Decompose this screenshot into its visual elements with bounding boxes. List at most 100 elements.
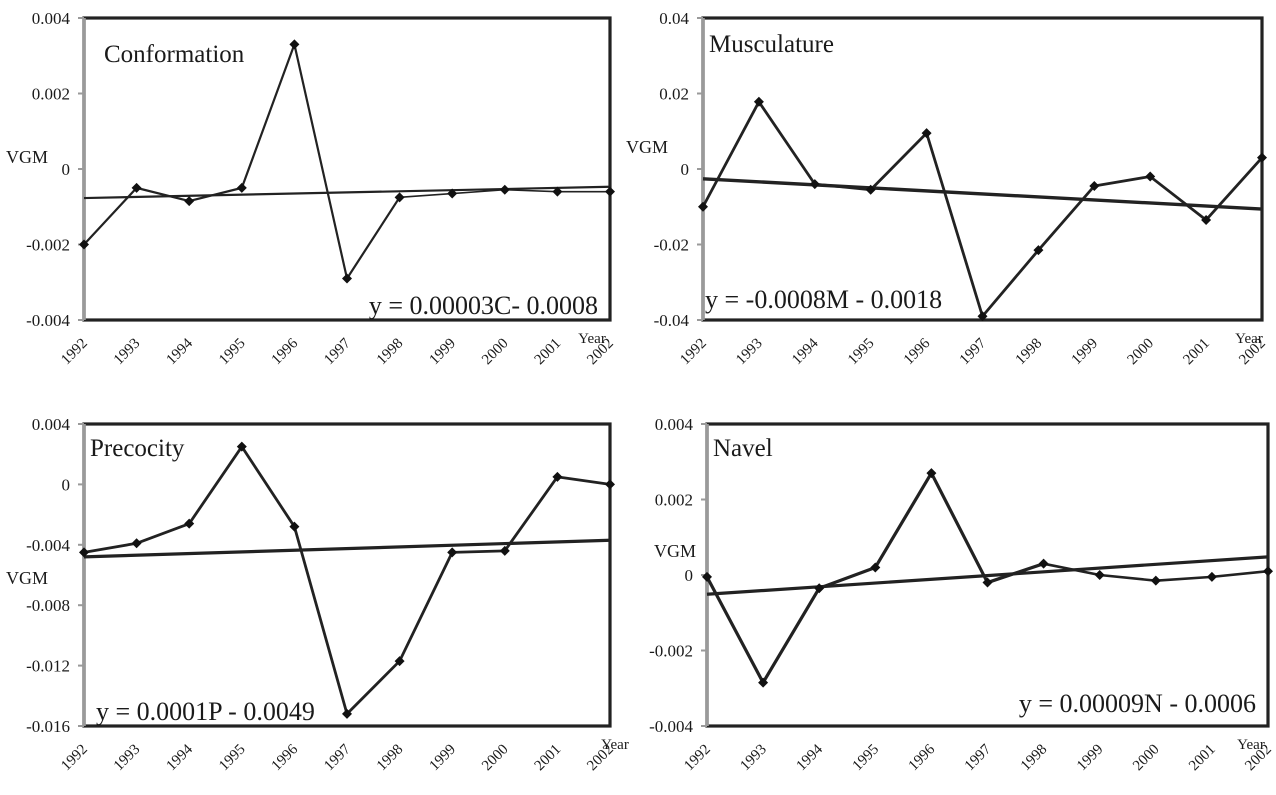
chart-0-series-segment: [451, 188, 506, 195]
chart-1-series-segment: [1037, 184, 1096, 252]
chart-1-xtick-label: 1997: [957, 335, 990, 368]
chart-2-series-segment: [240, 445, 296, 529]
chart-1-trend-equation: y = -0.0008M - 0.0018: [705, 285, 942, 314]
chart-3-ytick-label: 0.002: [655, 491, 693, 510]
chart-0-title: Conformation: [104, 41, 245, 68]
chart-1-data-point: [921, 128, 932, 139]
chart-3-data-point: [758, 677, 769, 688]
chart-2-series-segment: [398, 550, 454, 663]
chart-1-series-segment: [1204, 156, 1264, 222]
chart-0-xtick-label: 1994: [164, 335, 197, 368]
chart-1-series-segment: [701, 100, 761, 209]
chart-2-xtick-label: 2000: [479, 742, 512, 775]
chart-0-trendline: [83, 185, 611, 200]
chart-1-data-point: [1201, 214, 1212, 225]
chart-1-ylabel: VGM: [626, 137, 668, 157]
chart-3-series-segment: [873, 471, 934, 570]
chart-0-data-point: [499, 184, 510, 195]
chart-0-data-point: [552, 186, 563, 197]
chart-1-series-segment: [757, 100, 817, 186]
chart-0-data-point: [289, 39, 300, 50]
chart-3-xtick-label: 1992: [681, 742, 714, 775]
chart-2-data-point: [605, 479, 615, 490]
chart-1-data-point: [977, 311, 988, 322]
chart-2-xtick-label: 1992: [58, 742, 91, 775]
chart-3-xtick-label: 1995: [850, 742, 883, 775]
chart-2-plot-frame: [82, 422, 612, 728]
chart-3-data-point: [1094, 570, 1105, 580]
chart-1-xtick-label: 1999: [1069, 336, 1102, 369]
chart-3-ylabel: VGM: [654, 541, 696, 561]
chart-1-xtick-label: 2001: [1180, 336, 1213, 369]
chart-1-series-segment: [1148, 175, 1208, 222]
chart-panel-musculature: 0.04 0.02 0 -0.02 -0.04 1992 1993 1994 1995 1996 1…: [626, 9, 1269, 368]
chart-1-ytick-label: 0.04: [659, 9, 689, 28]
chart-panel-precocity: 0.004 0 -0.004 -0.008 -0.012 -0.016 1992 1993 19…: [6, 415, 629, 774]
chart-2-xtick-label: 1993: [111, 742, 144, 775]
chart-0-xtick-label: 2001: [532, 336, 565, 369]
chart-2-data-point: [499, 545, 510, 556]
chart-0-xtick-label: 1997: [321, 335, 354, 368]
chart-3-series-segment: [817, 565, 877, 590]
chart-2-ytick-label: -0.008: [26, 596, 70, 615]
chart-0-trend-equation: y = 0.00003C- 0.0008: [369, 291, 598, 320]
chart-1-xtick-label: 1994: [789, 335, 822, 368]
chart-2-xtick-label: 1996: [269, 741, 302, 774]
chart-0-ylabel: VGM: [6, 147, 48, 167]
chart-1-data-point: [1089, 180, 1100, 191]
chart-0-data-point: [236, 182, 247, 193]
chart-1-xtick-label: 1998: [1013, 336, 1046, 369]
chart-2-xtick-label: 1999: [427, 742, 460, 775]
chart-1-ytick-label: -0.02: [654, 236, 689, 255]
chart-2-data-point: [131, 538, 142, 549]
chart-1-trendline: [702, 177, 1263, 211]
chart-3-series-segment: [761, 586, 821, 685]
chart-1-data-point: [865, 184, 876, 195]
chart-0-xtick-label: 1992: [58, 336, 91, 369]
chart-2-series-segment: [345, 659, 402, 716]
chart-2-data-point: [342, 708, 352, 719]
chart-panel-conformation: 0.004 0.002 0 -0.002 -0.004 1992 1993 1994 1995 1…: [6, 9, 617, 368]
chart-2-data-point: [394, 656, 405, 667]
chart-0-series-segment: [503, 188, 559, 193]
chart-3-xtick-label: 1993: [737, 742, 770, 775]
chart-2-series-segment: [450, 549, 507, 554]
chart-1-series-segment: [813, 182, 873, 192]
chart-3-trendline: [706, 555, 1269, 596]
chart-2-data-point: [236, 441, 247, 452]
chart-3-xtick-label: 1999: [1074, 742, 1107, 775]
chart-0-series-segment: [135, 186, 191, 203]
chart-2-data-point: [447, 547, 458, 558]
chart-0-series-segment: [82, 186, 138, 246]
chart-3-data-point: [870, 562, 881, 573]
chart-2-title: Precocity: [90, 435, 185, 462]
chart-3-title: Navel: [713, 435, 773, 462]
chart-1-xtick-label: 1992: [677, 336, 710, 369]
chart-2-data-point: [79, 547, 89, 558]
chart-3-series-segment: [1154, 575, 1214, 582]
chart-1-data-point: [1257, 152, 1267, 163]
chart-0-xtick-label: 1996: [269, 335, 302, 368]
chart-3-series-segment: [929, 471, 990, 585]
chart-3-xlabel: Year: [1237, 737, 1265, 753]
chart-panel-navel: 0.004 0.002 0 -0.002 -0.004 1992 1993 1994 1995 1…: [649, 415, 1275, 774]
chart-2-xtick-label: 1994: [164, 741, 197, 774]
chart-2-xtick-label: 1998: [374, 742, 407, 775]
chart-0-xtick-label: 2000: [479, 336, 512, 369]
chart-0-ytick-label: 0.002: [32, 85, 70, 104]
chart-0-data-point: [131, 182, 142, 193]
chart-3-data-point: [1038, 558, 1049, 569]
chart-1-series-segment: [925, 131, 984, 318]
chart-2-trend-equation: y = 0.0001P - 0.0049: [96, 697, 315, 726]
chart-3-series-segment: [1042, 562, 1101, 577]
chart-3-xtick-label: 1994: [794, 741, 827, 774]
chart-2-xtick-label: 2001: [532, 742, 565, 775]
chart-1-series-segment: [981, 248, 1040, 318]
chart-0-ytick-label: 0: [62, 160, 71, 179]
chart-1-ytick-label: -0.04: [654, 311, 690, 330]
chart-0-data-point: [605, 186, 615, 197]
chart-0-data-point: [184, 196, 195, 207]
chart-0-xtick-label: 1993: [111, 336, 144, 369]
chart-1-xlabel: Year: [1235, 331, 1263, 347]
